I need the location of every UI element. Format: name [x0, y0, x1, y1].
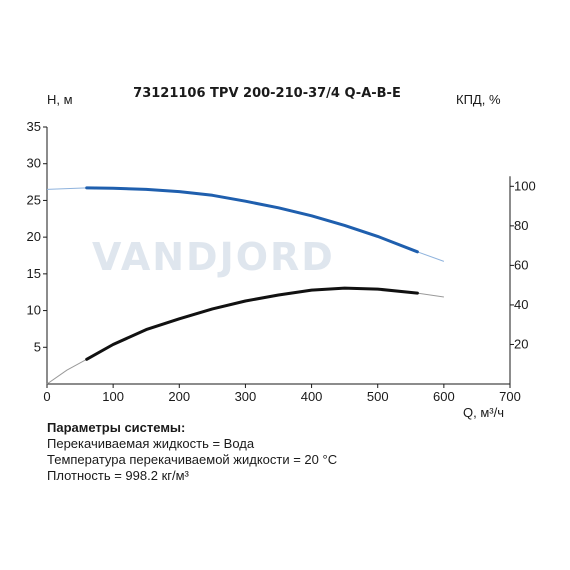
y-axis-label: Н, м	[47, 92, 73, 107]
y2-tick-label: 20	[514, 336, 528, 351]
params-title: Параметры системы:	[47, 420, 186, 435]
y-tick-label: 30	[27, 156, 41, 171]
y-tick-label: 5	[34, 339, 41, 354]
x-tick-label: 600	[433, 389, 455, 404]
system-parameters: Параметры системы: Перекачиваемая жидкос…	[47, 420, 337, 484]
y-tick-label: 10	[27, 303, 41, 318]
x-tick-label: 700	[499, 389, 521, 404]
x-tick-label: 300	[235, 389, 257, 404]
head-curve-operating	[85, 186, 419, 254]
param-density: Плотность = 998.2 кг/м³	[47, 468, 189, 483]
x-tick-label: 400	[301, 389, 323, 404]
y-tick-label: 20	[27, 229, 41, 244]
efficiency-curve-operating	[85, 286, 419, 361]
x-tick-label: 200	[168, 389, 190, 404]
y2-tick-label: 80	[514, 218, 528, 233]
param-temperature: Температура перекачиваемой жидкости = 20…	[47, 452, 338, 467]
y2-tick-label: 100	[514, 178, 536, 193]
watermark: VANDJORD	[92, 235, 335, 279]
y-tick-label: 35	[27, 119, 41, 134]
y2-axis-label: КПД, %	[456, 92, 501, 107]
axes: 0 100 200 300 400 500 600 700 5 10 15 20 25 30 35 20 40 6…	[27, 119, 536, 404]
x-axis-label: Q, м³/ч	[463, 405, 504, 420]
chart-title: 73121106 TPV 200-210-37/4 Q-A-B-E	[133, 86, 401, 101]
y2-tick-label: 40	[514, 297, 528, 312]
x-tick-label: 500	[367, 389, 389, 404]
y2-tick-label: 60	[514, 257, 528, 272]
y-tick-label: 25	[27, 192, 41, 207]
x-tick-label: 100	[102, 389, 124, 404]
series-layer	[46, 186, 445, 385]
param-liquid: Перекачиваемая жидкость = Вода	[47, 436, 255, 451]
x-tick-label: 0	[43, 389, 50, 404]
y-tick-label: 15	[27, 266, 41, 281]
pump-performance-chart: VANDJORD 73121106 TPV 200-210-37/4 Q-A-B…	[27, 86, 536, 420]
